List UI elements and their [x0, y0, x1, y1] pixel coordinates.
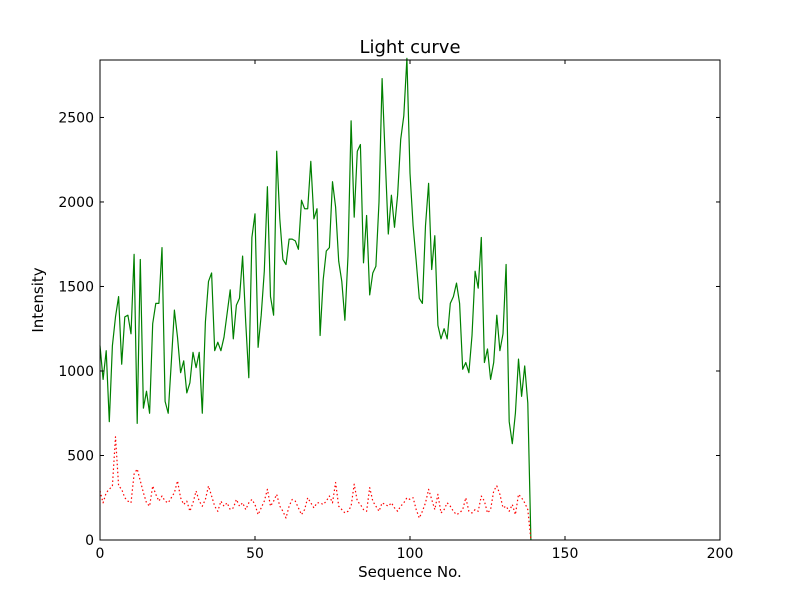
x-tick-label: 50	[246, 546, 264, 562]
series-1-line	[99, 57, 532, 541]
y-tick-label: 500	[67, 448, 94, 464]
plot-area	[100, 60, 720, 540]
x-tick-label: 0	[96, 546, 105, 562]
series-layer	[99, 57, 532, 541]
y-tick-label: 1000	[58, 364, 94, 380]
y-axis-ticks: 0 500 1000 1500 2000 2500	[58, 110, 720, 549]
y-tick-label: 2500	[58, 110, 94, 126]
x-axis-label: Sequence No.	[358, 563, 462, 581]
series-2-line	[99, 436, 532, 541]
x-tick-label: 150	[552, 546, 579, 562]
chart-title: Light curve	[359, 37, 460, 58]
x-tick-label: 100	[397, 546, 424, 562]
x-tick-label: 200	[707, 546, 734, 562]
y-axis-label: Intensity	[29, 267, 47, 332]
y-tick-label: 1500	[58, 279, 94, 295]
y-tick-label: 0	[85, 533, 94, 549]
series-2	[99, 436, 532, 541]
series-1	[99, 57, 532, 541]
x-axis-ticks: 0 50 100 150 200	[96, 60, 734, 562]
y-tick-label: 2000	[58, 195, 94, 211]
